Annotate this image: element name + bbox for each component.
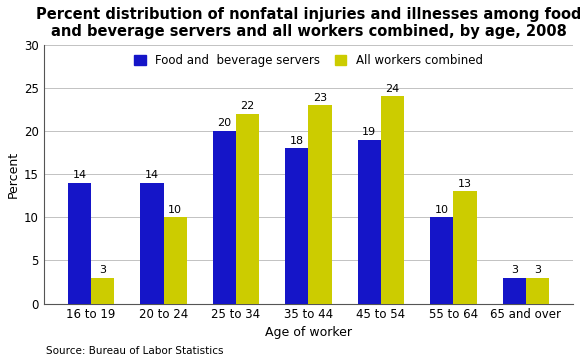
Bar: [381, 96, 404, 303]
Text: 23: 23: [313, 93, 327, 103]
Legend: Food and  beverage servers, All workers combined: Food and beverage servers, All workers c…: [130, 51, 486, 71]
Text: 22: 22: [241, 101, 255, 111]
Text: 3: 3: [534, 265, 541, 275]
Bar: [91, 278, 114, 303]
Bar: [454, 192, 477, 303]
Text: 3: 3: [99, 265, 106, 275]
Text: 14: 14: [145, 170, 159, 180]
Title: Percent distribution of nonfatal injuries and illnesses among food
and beverage : Percent distribution of nonfatal injurie…: [36, 7, 580, 39]
Bar: [309, 105, 332, 303]
Text: 19: 19: [362, 127, 376, 137]
Bar: [68, 183, 91, 303]
Bar: [526, 278, 549, 303]
Bar: [285, 148, 309, 303]
Bar: [358, 140, 381, 303]
Text: Source: Bureau of Labor Statistics: Source: Bureau of Labor Statistics: [46, 346, 224, 356]
Text: 10: 10: [168, 205, 182, 215]
Text: 24: 24: [385, 84, 400, 94]
Text: 10: 10: [435, 205, 449, 215]
Text: 14: 14: [72, 170, 86, 180]
X-axis label: Age of worker: Age of worker: [265, 326, 352, 339]
Text: 20: 20: [218, 118, 231, 129]
Bar: [213, 131, 236, 303]
Text: 3: 3: [511, 265, 518, 275]
Text: 18: 18: [290, 136, 304, 146]
Bar: [164, 217, 187, 303]
Bar: [140, 183, 164, 303]
Text: 13: 13: [458, 179, 472, 189]
Bar: [503, 278, 526, 303]
Bar: [430, 217, 454, 303]
Y-axis label: Percent: Percent: [7, 150, 20, 198]
Bar: [236, 114, 259, 303]
